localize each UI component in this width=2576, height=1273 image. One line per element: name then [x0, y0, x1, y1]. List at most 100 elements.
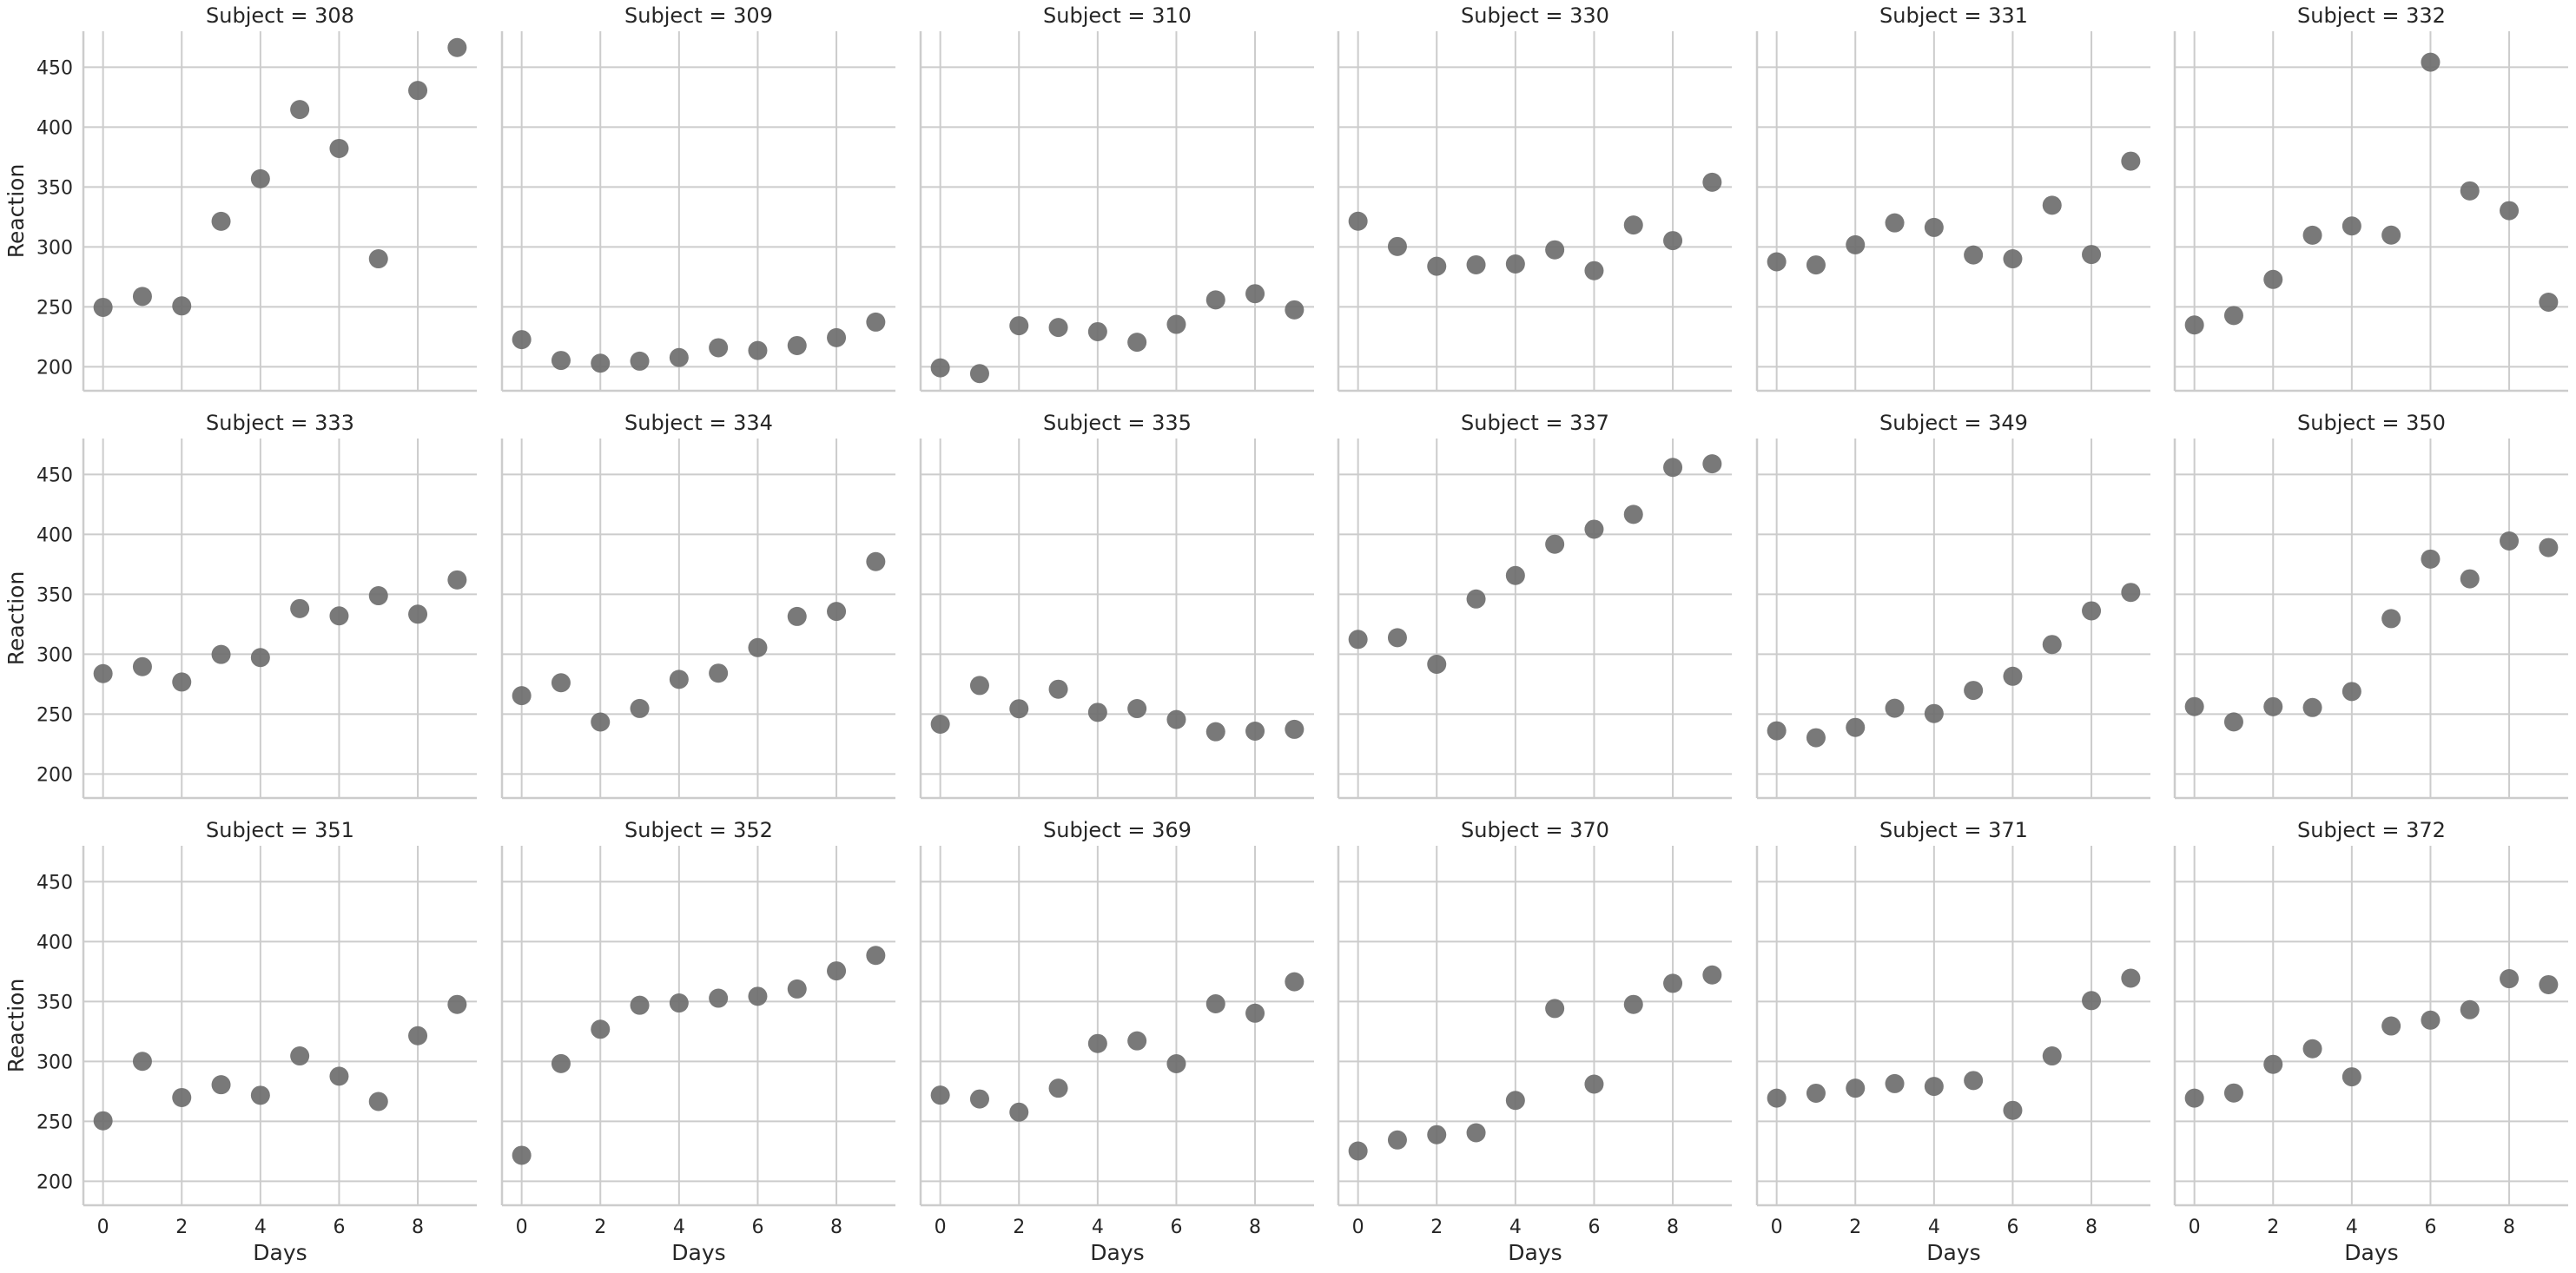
data-point [2121, 968, 2141, 988]
panel-title: Subject = 333 [206, 411, 354, 435]
data-point [1048, 318, 1068, 338]
facet-panel: Subject = 333 200 250 300 350 400 450 Reaction [3, 411, 477, 800]
data-point [172, 1087, 192, 1107]
data-point [2342, 682, 2361, 702]
data-point [2003, 249, 2023, 269]
facet-panel: Subject = 372 0 2 4 6 8 Days [2173, 818, 2568, 1265]
data-point [2121, 583, 2141, 603]
panel-title: Subject = 310 [1043, 3, 1192, 28]
data-point [1846, 234, 1866, 254]
x-axis-label: Days [1508, 1240, 1562, 1265]
data-point [172, 672, 192, 692]
data-point [1245, 1003, 1265, 1023]
y-tick-label: 400 [36, 932, 73, 953]
y-tick-label: 250 [36, 704, 73, 726]
x-tick-label: 2 [594, 1217, 606, 1238]
data-point [1205, 994, 1225, 1014]
x-axis-label: Days [1090, 1240, 1144, 1265]
data-point [132, 656, 152, 676]
data-point [2263, 269, 2283, 289]
y-tick-label: 300 [36, 1052, 73, 1073]
data-point [630, 698, 650, 718]
data-point [290, 100, 310, 120]
y-tick-label: 250 [36, 297, 73, 319]
x-tick-label: 4 [673, 1217, 685, 1238]
y-tick-label: 300 [36, 237, 73, 259]
data-point [250, 1085, 270, 1105]
x-tick-label: 4 [1092, 1217, 1104, 1238]
x-tick-label: 0 [1352, 1217, 1364, 1238]
data-point [591, 353, 611, 373]
data-point [551, 1053, 571, 1073]
y-tick-label: 350 [36, 992, 73, 1013]
panel-title: Subject = 369 [1043, 818, 1192, 842]
data-point [866, 946, 886, 966]
data-point [2121, 151, 2141, 171]
facet-panel: Subject = 350 [2173, 411, 2568, 800]
x-tick-label: 0 [97, 1217, 109, 1238]
x-tick-label: 2 [2267, 1217, 2279, 1238]
y-tick-label: 450 [36, 465, 73, 486]
data-point [930, 358, 950, 378]
data-point [748, 340, 768, 360]
data-point [1806, 1083, 1826, 1103]
panel-title: Subject = 372 [2297, 818, 2446, 842]
data-point [969, 676, 989, 696]
facet-panel: Subject = 309 [500, 3, 895, 392]
x-axis-label: Days [253, 1240, 307, 1265]
data-point [2223, 712, 2243, 732]
data-point [512, 1145, 532, 1165]
data-point [2302, 1039, 2322, 1059]
y-axis-label: Reaction [3, 571, 29, 666]
data-point [1205, 722, 1225, 742]
data-point [1427, 1125, 1447, 1144]
data-point [512, 330, 532, 350]
data-point [827, 961, 847, 981]
facet-panel: Subject = 308 200 250 300 350 400 450 Reaction [3, 3, 477, 392]
data-point [329, 138, 349, 158]
data-point [2539, 293, 2559, 313]
data-point [1387, 628, 1407, 648]
data-point [1623, 505, 1643, 524]
panel-title: Subject = 332 [2297, 3, 2446, 28]
panel-title: Subject = 330 [1461, 3, 1609, 28]
data-point [512, 686, 532, 706]
x-tick-label: 8 [2085, 1217, 2097, 1238]
facet-panel: Subject = 335 [919, 411, 1314, 800]
data-point [1623, 215, 1643, 235]
facet-panel: Subject = 351 200 250 300 350 400 450 Reaction 0… [3, 818, 477, 1265]
data-point [2500, 531, 2520, 551]
data-point [2082, 991, 2102, 1011]
facet-panel: Subject = 352 0 2 4 6 8 Days [500, 818, 895, 1265]
panel-title: Subject = 337 [1461, 411, 1609, 435]
data-point [1505, 565, 1525, 585]
x-tick-label: 0 [2189, 1217, 2201, 1238]
data-point [2381, 225, 2401, 245]
data-point [2539, 974, 2559, 994]
data-point [1767, 1088, 1787, 1108]
data-point [93, 1111, 113, 1131]
data-point [1545, 999, 1565, 1019]
data-point [1924, 1077, 1944, 1097]
data-point [630, 351, 650, 371]
data-point [1087, 321, 1107, 341]
data-point [1009, 699, 1029, 719]
data-point [591, 1019, 611, 1039]
data-point [1285, 719, 1305, 739]
x-axis-label: Days [671, 1240, 725, 1265]
x-tick-label: 0 [935, 1217, 947, 1238]
data-point [132, 287, 152, 307]
data-point [1009, 316, 1029, 336]
data-point [1885, 1073, 1905, 1093]
data-point [1087, 702, 1107, 722]
data-point [1505, 1091, 1525, 1111]
data-point [1964, 681, 1984, 701]
data-point [969, 1089, 989, 1109]
x-tick-label: 8 [2503, 1217, 2515, 1238]
data-point [827, 602, 847, 622]
data-point [93, 297, 113, 317]
y-tick-label: 250 [36, 1111, 73, 1133]
data-point [1702, 454, 1722, 474]
data-point [1205, 290, 1225, 310]
data-point [669, 669, 689, 689]
